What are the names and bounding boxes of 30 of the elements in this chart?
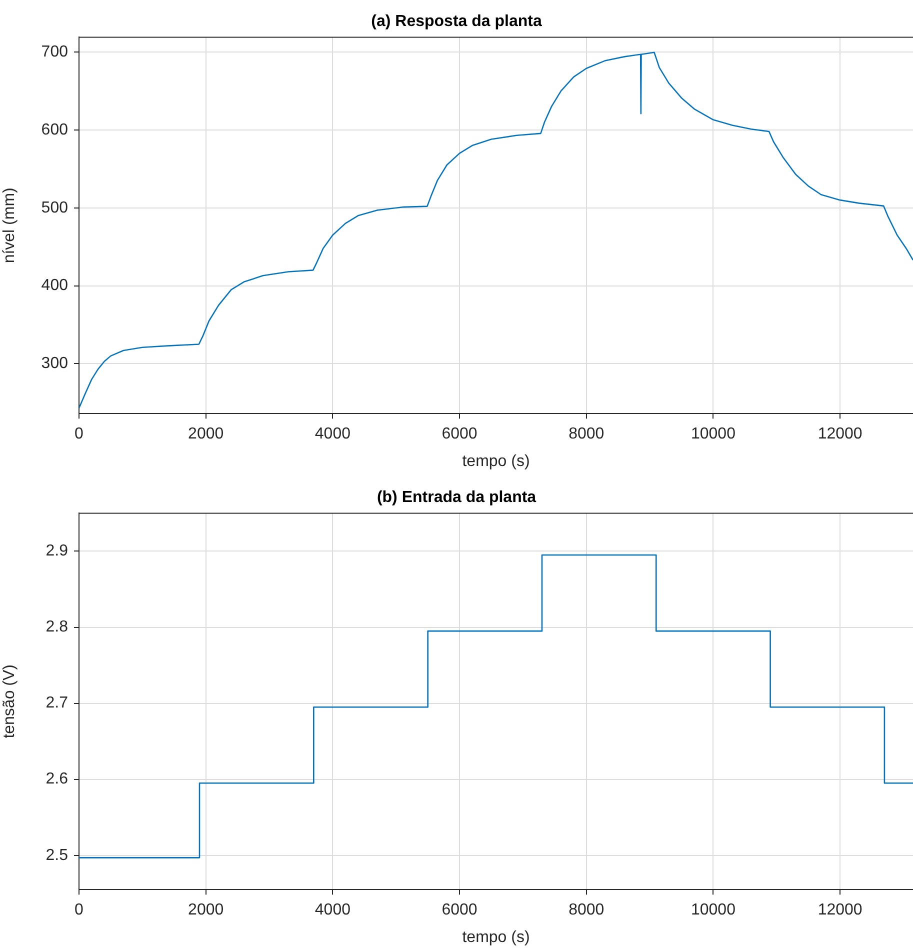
x-tick-label: 8000 — [568, 902, 604, 919]
x-tick-label: 0 — [74, 426, 84, 443]
chart-title: (a) Resposta da planta — [371, 13, 542, 30]
x-tick-label: 4000 — [314, 426, 351, 443]
y-tick-label: 300 — [41, 355, 68, 372]
x-tick-label: 6000 — [442, 902, 478, 919]
x-tick-label: 10000 — [690, 902, 736, 919]
x-tick-label: 6000 — [442, 426, 478, 443]
y-tick-label: 2.8 — [46, 618, 68, 636]
y-axis-title: nível (mm) — [1, 188, 18, 264]
chart-title: (b) Entrada da planta — [376, 489, 536, 506]
x-axis-title: tempo (s) — [462, 452, 530, 470]
x-tick-label: 0 — [74, 902, 84, 919]
y-tick-label: 600 — [41, 121, 68, 138]
y-axis-title: tensão (V) — [1, 664, 18, 738]
y-tick-label: 2.5 — [46, 846, 68, 864]
x-tick-label: 12000 — [818, 426, 862, 443]
x-axis-title: tempo (s) — [462, 928, 530, 946]
x-tick-label: 12000 — [818, 902, 862, 919]
y-tick-label: 2.7 — [46, 694, 68, 712]
x-tick-label: 4000 — [314, 902, 351, 919]
x-tick-label: 10000 — [690, 426, 736, 443]
y-tick-label: 2.9 — [46, 542, 68, 560]
x-tick-label: 8000 — [568, 426, 604, 443]
y-tick-label: 700 — [41, 43, 68, 60]
x-tick-label: 2000 — [188, 426, 224, 443]
y-tick-label: 500 — [41, 199, 68, 216]
x-tick-label: 2000 — [188, 902, 224, 919]
y-tick-label: 2.6 — [46, 770, 68, 788]
y-tick-label: 400 — [41, 277, 68, 294]
